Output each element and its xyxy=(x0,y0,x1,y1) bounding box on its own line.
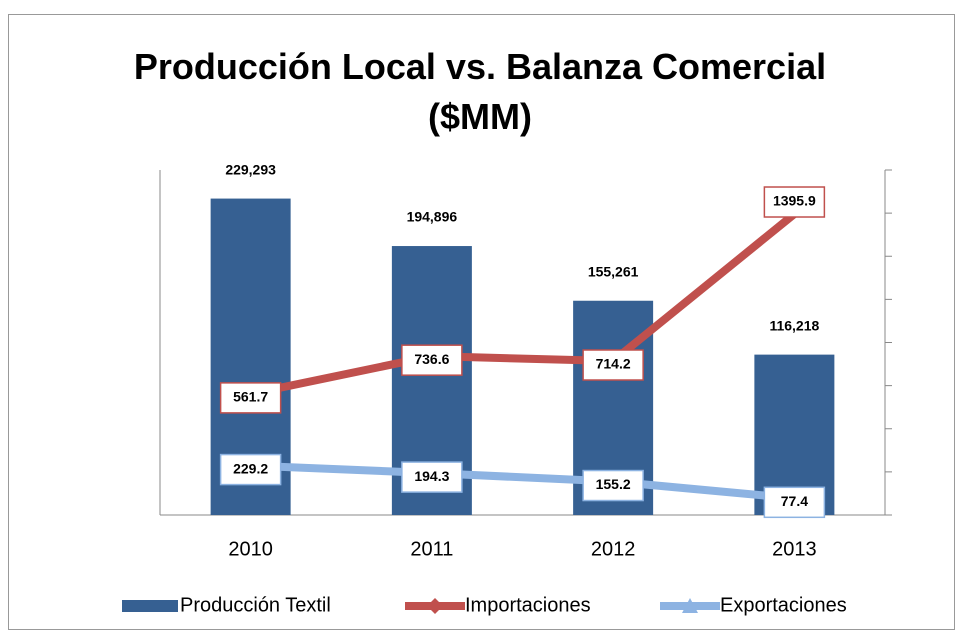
label-box xyxy=(582,349,644,381)
data-label: 155,261 xyxy=(588,263,639,279)
data-label-box: 1395.9 xyxy=(763,186,826,218)
data-label: 714.2 xyxy=(596,356,631,372)
legend-marker xyxy=(427,598,443,614)
legend-label: Producción Textil xyxy=(180,594,331,616)
data-label-box: 736.6 xyxy=(401,344,463,376)
legend-marker xyxy=(682,598,698,613)
label-box xyxy=(219,453,282,486)
legend-label: Importaciones xyxy=(465,594,591,616)
data-label: 116,218 xyxy=(769,317,819,333)
x-tick-label: 2013 xyxy=(772,538,817,560)
x-tick-label: 2010 xyxy=(228,538,273,560)
data-label-box: 155.2 xyxy=(582,469,644,502)
line xyxy=(250,461,795,503)
data-label: 194,896 xyxy=(407,209,458,225)
data-label-box: 77.4 xyxy=(763,486,826,519)
label-box xyxy=(582,469,644,502)
data-label: 155.2 xyxy=(596,476,631,492)
data-label-box: 561.7 xyxy=(219,382,282,414)
label-box xyxy=(763,186,826,218)
data-label-box: 229.2 xyxy=(219,453,282,486)
data-label: 229.2 xyxy=(233,460,268,476)
data-label-box: 194.3 xyxy=(401,461,463,493)
label-box xyxy=(401,461,463,493)
data-label-box: 714.2 xyxy=(582,349,644,381)
x-tick-label: 2012 xyxy=(591,538,636,560)
x-tick-label: 2011 xyxy=(410,538,453,560)
label-box xyxy=(763,486,826,519)
chart-title: Producción Local vs. Balanza Comercial (… xyxy=(133,46,827,137)
label-box xyxy=(219,382,282,414)
data-label: 1395.9 xyxy=(773,193,816,209)
data-label: 229,293 xyxy=(225,161,276,177)
data-label: 77.4 xyxy=(781,493,808,509)
legend-swatch xyxy=(122,600,178,612)
line xyxy=(249,210,797,398)
legend-label: Exportaciones xyxy=(720,594,847,616)
label-box xyxy=(401,344,463,376)
data-label: 736.6 xyxy=(414,351,449,367)
data-label: 194.3 xyxy=(414,468,449,484)
data-label: 561.7 xyxy=(233,389,268,405)
chart-border xyxy=(8,14,955,630)
